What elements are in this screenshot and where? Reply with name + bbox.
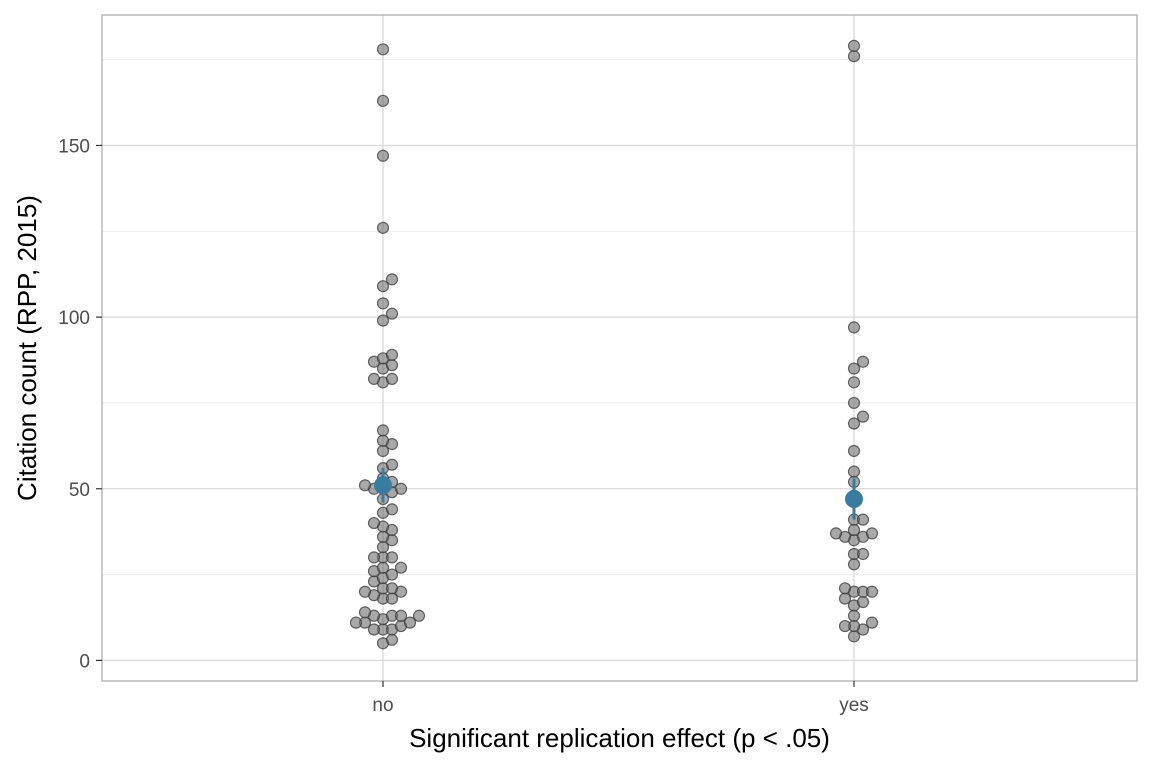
data-point bbox=[367, 372, 381, 385]
data-point bbox=[358, 606, 372, 619]
data-point bbox=[385, 273, 399, 286]
data-point bbox=[394, 561, 408, 574]
data-point bbox=[847, 558, 861, 571]
data-point bbox=[385, 633, 399, 646]
data-point bbox=[358, 585, 372, 598]
data-point bbox=[847, 321, 861, 334]
data-point bbox=[847, 376, 861, 389]
data-point bbox=[376, 297, 390, 310]
data-point bbox=[376, 424, 390, 437]
data-point bbox=[367, 516, 381, 530]
data-point bbox=[847, 523, 861, 537]
data-point bbox=[838, 582, 852, 595]
mean-marker bbox=[374, 476, 392, 495]
data-point bbox=[856, 410, 870, 423]
major-gridlines bbox=[102, 15, 1137, 681]
x-axis: no yes bbox=[372, 681, 869, 716]
data-point bbox=[865, 527, 879, 540]
y-tick-label: 0 bbox=[79, 651, 90, 672]
summary-markers bbox=[374, 468, 863, 520]
data-point bbox=[385, 348, 399, 361]
data-point bbox=[367, 623, 381, 636]
data-point bbox=[847, 465, 861, 478]
x-axis-title: Significant replication effect (p < .05) bbox=[409, 723, 830, 753]
data-point bbox=[856, 547, 870, 561]
data-point bbox=[829, 527, 843, 540]
data-points bbox=[349, 39, 879, 650]
data-point bbox=[847, 50, 861, 63]
data-point bbox=[856, 355, 870, 368]
data-point bbox=[847, 444, 861, 458]
y-tick-label: 100 bbox=[58, 308, 90, 329]
data-point bbox=[385, 551, 399, 564]
data-point bbox=[865, 616, 879, 629]
data-point bbox=[847, 609, 861, 622]
data-point bbox=[385, 503, 399, 516]
data-point bbox=[847, 417, 861, 430]
data-point bbox=[376, 43, 390, 56]
y-axis-title: Citation count (RPP, 2015) bbox=[12, 195, 42, 501]
mean-marker bbox=[845, 490, 863, 509]
data-point bbox=[847, 39, 861, 52]
y-tick-label: 50 bbox=[69, 480, 90, 501]
data-point bbox=[376, 221, 390, 234]
data-point bbox=[376, 280, 390, 293]
data-point bbox=[394, 609, 408, 622]
data-point bbox=[376, 94, 390, 107]
x-tick-label: no bbox=[372, 695, 393, 716]
data-point bbox=[412, 609, 426, 622]
x-tick-label: yes bbox=[839, 695, 869, 716]
data-point bbox=[358, 479, 372, 492]
data-point bbox=[349, 616, 363, 629]
data-point bbox=[367, 551, 381, 564]
data-point bbox=[376, 434, 390, 447]
y-tick-label: 150 bbox=[58, 136, 90, 157]
minor-gridlines bbox=[102, 59, 1137, 576]
y-axis: 0 50 100 150 bbox=[58, 136, 102, 672]
data-point bbox=[385, 582, 399, 595]
data-point bbox=[385, 568, 399, 581]
data-point bbox=[847, 362, 861, 375]
data-point bbox=[394, 482, 408, 495]
data-point bbox=[376, 561, 390, 574]
panel-border bbox=[101, 14, 1138, 682]
data-point bbox=[865, 585, 879, 598]
data-point bbox=[376, 314, 390, 327]
data-point bbox=[847, 396, 861, 410]
data-point bbox=[376, 149, 390, 162]
data-point bbox=[385, 372, 399, 385]
data-point bbox=[856, 595, 870, 609]
data-point bbox=[856, 513, 870, 526]
data-point bbox=[385, 307, 399, 320]
data-point bbox=[838, 619, 852, 633]
data-point bbox=[385, 458, 399, 471]
data-point bbox=[403, 616, 417, 629]
